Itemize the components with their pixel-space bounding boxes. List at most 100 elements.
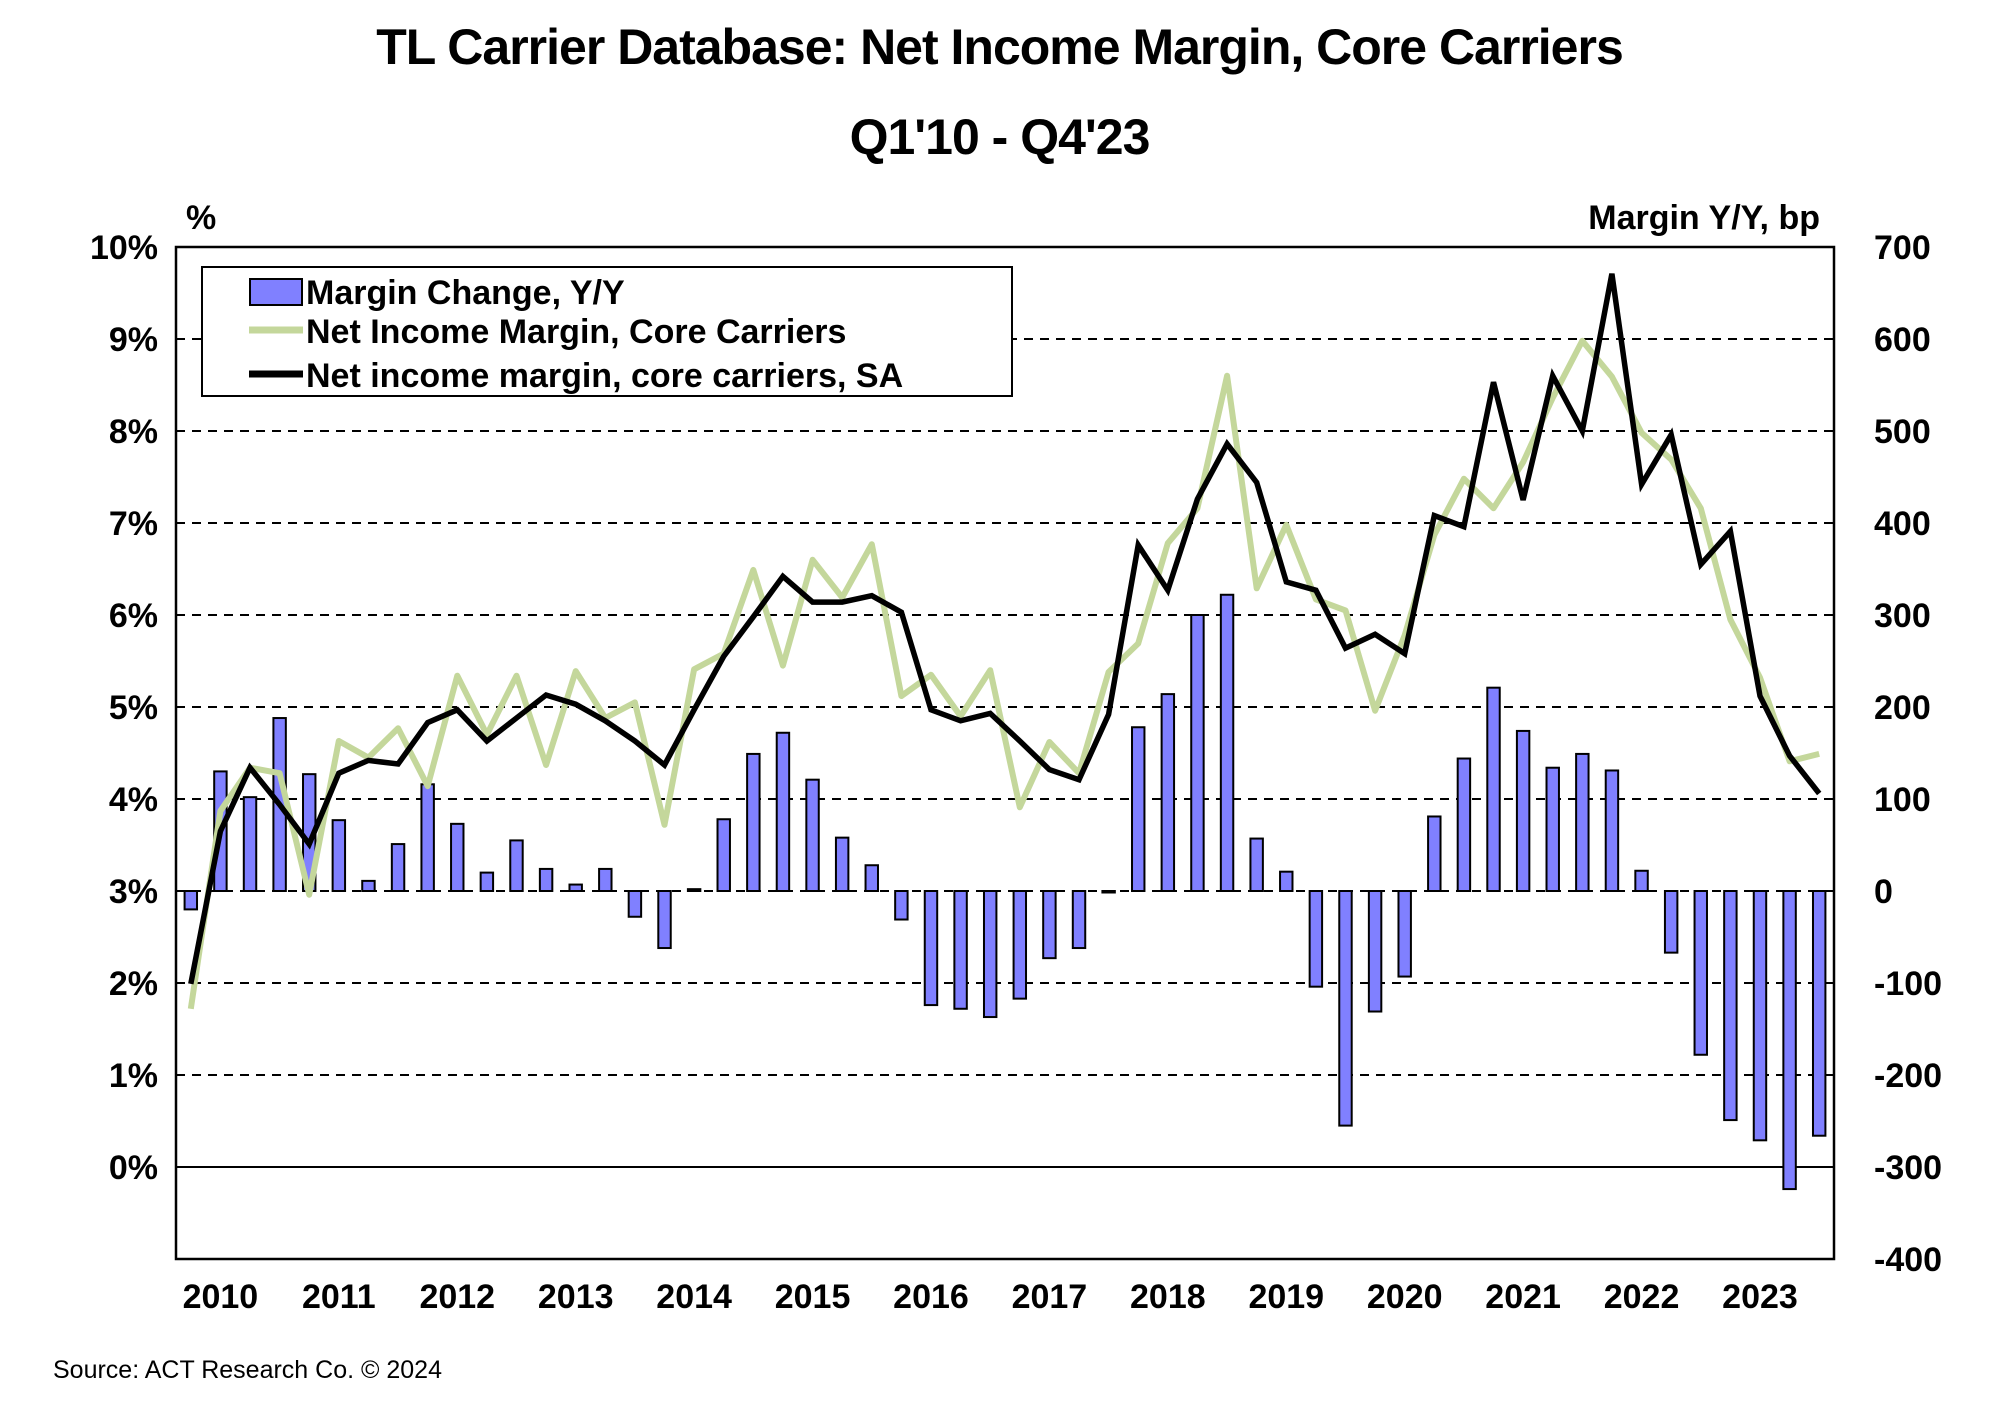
y-right-tick-label: -400	[1874, 1241, 1942, 1279]
bar	[479, 871, 495, 892]
bar	[894, 890, 909, 921]
y-left-tick-label: 7%	[109, 505, 158, 543]
y-right-tick-label: 600	[1874, 321, 1931, 359]
y-right-tick-label: -300	[1874, 1149, 1942, 1187]
bar	[953, 890, 968, 1010]
bar	[1693, 890, 1708, 1056]
bar	[1752, 890, 1768, 1142]
bar	[1279, 870, 1294, 892]
bar	[1604, 769, 1620, 892]
y-left-tick-label: 2%	[109, 965, 158, 1003]
y-axis-right-title: Margin Y/Y, bp	[1588, 199, 1820, 237]
y-right-tick-label: -200	[1874, 1057, 1942, 1095]
y-right-tick-label: 400	[1874, 505, 1931, 543]
bar	[1515, 729, 1531, 892]
x-tick-label: 2021	[1485, 1278, 1561, 1316]
y-left-tick-label: 10%	[90, 229, 158, 267]
bar	[864, 864, 879, 892]
x-axis: 2010 2011 2012 2013 2014 2015 2016 2017 2018 2019…	[183, 1278, 1798, 1316]
y-left-tick-label: 3%	[109, 873, 158, 911]
bar	[1012, 890, 1028, 1000]
x-tick-label: 2015	[775, 1278, 851, 1316]
bar	[982, 890, 998, 1019]
bar-series-margin-change	[183, 593, 1827, 1191]
legend-label-net-income-margin: Net Income Margin, Core Carriers	[306, 313, 846, 351]
y-left-tick-label: 9%	[109, 321, 158, 359]
bar	[923, 890, 939, 1007]
y-left-tick-label: 1%	[109, 1057, 158, 1095]
bar	[1338, 890, 1353, 1127]
line-net-income-margin	[187, 337, 1820, 1010]
x-tick-label: 2020	[1367, 1278, 1443, 1316]
bar	[598, 867, 613, 892]
chart-subtitle: Q1'10 - Q4'23	[849, 109, 1151, 165]
bar	[509, 839, 524, 893]
bar	[1367, 890, 1383, 1013]
y-right-tick-label: -100	[1874, 965, 1942, 1003]
bar	[183, 890, 199, 911]
bar	[538, 867, 554, 892]
bar	[746, 752, 761, 892]
bar	[1663, 890, 1679, 954]
x-tick-label: 2012	[419, 1278, 495, 1316]
y-left-tick-label: 8%	[109, 413, 158, 451]
legend-label-margin-change: Margin Change, Y/Y	[306, 274, 625, 312]
source-note: Source: ACT Research Co. © 2024	[53, 1356, 442, 1384]
plot-frame	[174, 245, 1836, 1261]
y-right-tick-label: 200	[1874, 689, 1931, 727]
bar	[420, 783, 435, 893]
bar	[1486, 686, 1501, 892]
x-tick-label: 2017	[1012, 1278, 1088, 1316]
bar	[450, 822, 465, 893]
bar	[1782, 890, 1797, 1191]
line-series	[187, 273, 1822, 1010]
bar	[775, 731, 791, 893]
bar	[1575, 752, 1590, 892]
bar	[1397, 890, 1412, 978]
y-left-tick-label: 0%	[109, 1149, 158, 1187]
y-right-tick-label: 100	[1874, 781, 1931, 819]
y-left-tick-label: 5%	[109, 689, 158, 727]
bar	[834, 836, 850, 893]
bar	[657, 890, 672, 950]
bar	[1811, 890, 1827, 1137]
y-right-tick-label: 500	[1874, 413, 1931, 451]
chart-title: TL Carrier Database: Net Income Margin, …	[376, 19, 1624, 75]
x-tick-label: 2013	[538, 1278, 614, 1316]
bar	[686, 888, 702, 892]
bar	[1634, 869, 1649, 893]
bar	[1249, 837, 1264, 892]
x-tick-label: 2019	[1248, 1278, 1324, 1316]
bar	[1219, 593, 1235, 892]
bar	[1190, 614, 1205, 892]
y-left-tick-label: 4%	[109, 781, 158, 819]
bar	[1308, 890, 1324, 988]
y-right-tick-label: 300	[1874, 597, 1931, 635]
legend-label-net-income-margin-sa: Net income margin, core carriers, SA	[306, 357, 903, 395]
bar	[1456, 757, 1472, 893]
bar	[805, 778, 820, 892]
x-tick-label: 2010	[183, 1278, 259, 1316]
bar	[390, 843, 406, 893]
y-axis-left-title: %	[186, 199, 216, 237]
bar	[1101, 890, 1116, 894]
bar	[1160, 693, 1176, 892]
bar	[716, 818, 731, 892]
bar	[1071, 890, 1087, 950]
x-tick-label: 2011	[302, 1278, 376, 1316]
y-right-tick-label: 700	[1874, 229, 1931, 267]
legend-box	[201, 266, 1013, 397]
x-tick-label: 2016	[893, 1278, 969, 1316]
legend-bar-swatch	[249, 278, 303, 306]
x-tick-label: 2022	[1604, 1278, 1680, 1316]
legend: Margin Change, Y/Y Net Income Margin, Co…	[201, 266, 1013, 397]
bar	[361, 879, 376, 893]
y-axis-left: 0% 1% 2% 3% 4% 5% 6% 7% 8% 9% 10%	[90, 229, 158, 1187]
x-tick-label: 2023	[1722, 1278, 1798, 1316]
bar	[1545, 766, 1560, 892]
bar	[627, 890, 643, 918]
y-left-tick-label: 6%	[109, 597, 158, 635]
bar	[331, 819, 347, 892]
line-net-income-margin-sa	[188, 273, 1822, 985]
